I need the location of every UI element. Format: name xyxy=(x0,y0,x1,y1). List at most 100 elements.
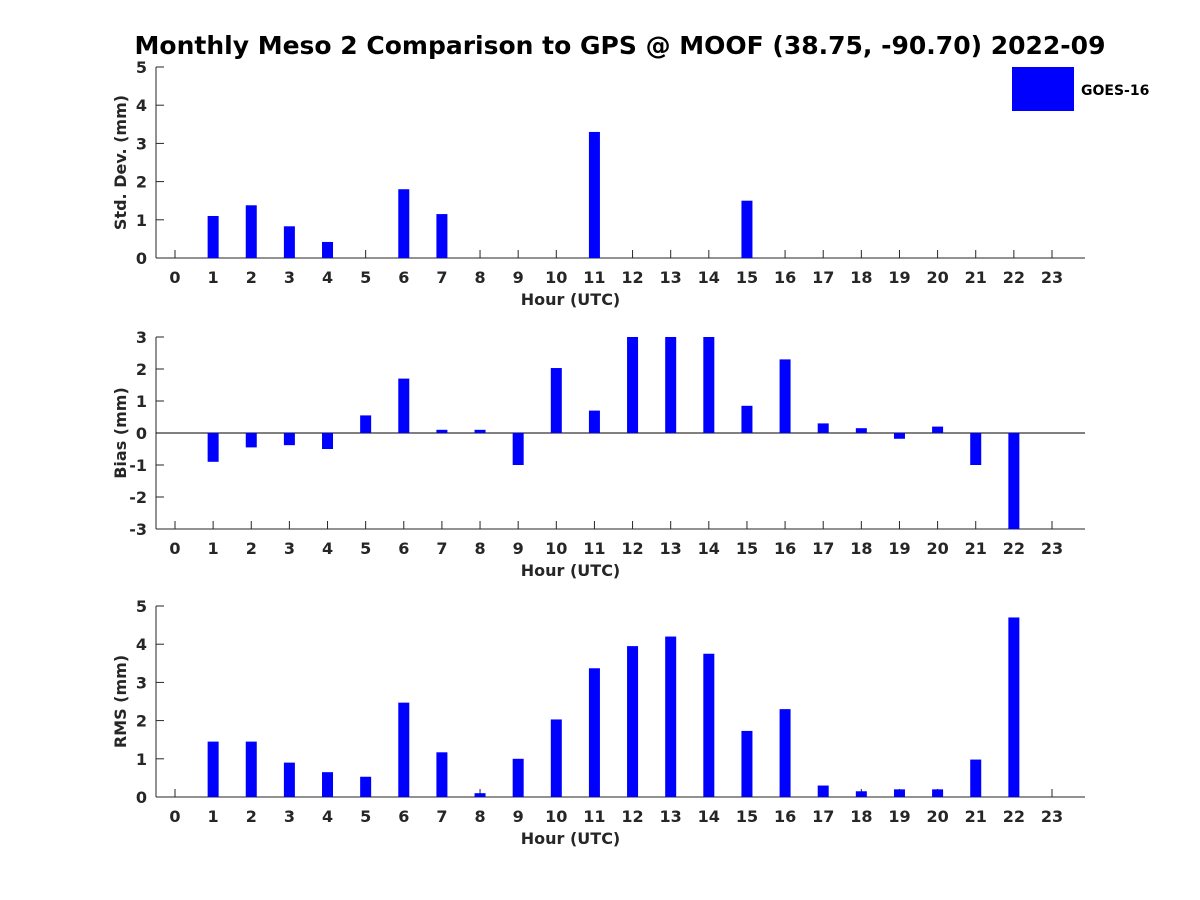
x-tick-label: 23 xyxy=(1041,807,1063,826)
y-tick-label: 0 xyxy=(136,788,147,807)
y-tick-label: 3 xyxy=(136,328,147,347)
bar-hour-20 xyxy=(932,789,944,797)
bar-hour-17 xyxy=(817,423,829,433)
bar-hour-11 xyxy=(588,410,600,433)
x-tick-label: 20 xyxy=(926,268,948,287)
bar-hour-13 xyxy=(665,636,677,797)
bar-hour-1 xyxy=(207,741,219,797)
y-tick-label: 3 xyxy=(136,134,147,153)
bar-hour-19 xyxy=(893,789,905,797)
x-tick-label: 23 xyxy=(1041,539,1063,558)
bar-hour-4 xyxy=(322,772,334,797)
x-tick-label: 1 xyxy=(208,539,219,558)
x-axis-label: Hour (UTC) xyxy=(521,290,621,309)
x-tick-label: 7 xyxy=(436,539,447,558)
bar-hour-22 xyxy=(1008,617,1020,797)
x-tick-label: 10 xyxy=(545,807,567,826)
y-axis-label: Bias (mm) xyxy=(111,387,130,479)
y-tick-label: -2 xyxy=(129,488,147,507)
x-tick-label: 12 xyxy=(621,268,643,287)
y-tick-label: 2 xyxy=(136,712,147,731)
x-tick-label: 12 xyxy=(621,807,643,826)
bar-hour-18 xyxy=(855,428,867,433)
bar-hour-15 xyxy=(741,405,753,433)
x-tick-label: 11 xyxy=(583,268,605,287)
x-tick-label: 10 xyxy=(545,268,567,287)
bar-hour-21 xyxy=(970,759,982,797)
bar-hour-11 xyxy=(588,131,600,258)
bar-hour-8 xyxy=(474,429,486,433)
x-tick-label: 18 xyxy=(850,268,872,287)
x-tick-label: 9 xyxy=(513,807,524,826)
x-tick-label: 13 xyxy=(660,807,682,826)
bar-hour-10 xyxy=(550,719,562,797)
y-tick-label: 0 xyxy=(136,424,147,443)
y-tick-label: 5 xyxy=(136,597,147,616)
x-tick-label: 4 xyxy=(322,807,333,826)
x-tick-label: 19 xyxy=(888,807,910,826)
legend: GOES-16 xyxy=(1012,67,1149,111)
x-axis-label: Hour (UTC) xyxy=(521,561,621,580)
bar-hour-12 xyxy=(627,646,639,797)
bar-hour-16 xyxy=(779,359,791,433)
x-tick-label: 2 xyxy=(246,268,257,287)
bar-hour-17 xyxy=(817,785,829,797)
bar-hour-8 xyxy=(474,793,486,797)
bar-hour-6 xyxy=(398,702,410,797)
x-tick-label: 19 xyxy=(888,539,910,558)
x-tick-label: 20 xyxy=(926,807,948,826)
x-tick-label: 19 xyxy=(888,268,910,287)
x-tick-label: 20 xyxy=(926,539,948,558)
bar-hour-4 xyxy=(322,241,334,258)
bar-hour-13 xyxy=(665,337,677,433)
x-tick-label: 6 xyxy=(398,807,409,826)
bar-hour-15 xyxy=(741,200,753,258)
x-tick-label: 1 xyxy=(208,807,219,826)
bar-hour-14 xyxy=(703,337,715,433)
x-tick-label: 14 xyxy=(698,268,720,287)
bar-hour-3 xyxy=(283,433,295,446)
bar-hour-21 xyxy=(970,433,982,465)
bar-hour-11 xyxy=(588,668,600,797)
x-tick-label: 16 xyxy=(774,539,796,558)
x-tick-label: 8 xyxy=(474,807,485,826)
y-tick-label: 2 xyxy=(136,360,147,379)
chart-title: Monthly Meso 2 Comparison to GPS @ MOOF … xyxy=(135,31,1106,60)
x-tick-label: 7 xyxy=(436,807,447,826)
x-tick-label: 11 xyxy=(583,807,605,826)
bar-hour-7 xyxy=(436,752,448,797)
x-tick-label: 4 xyxy=(322,268,333,287)
x-tick-label: 21 xyxy=(965,268,987,287)
y-tick-label: 1 xyxy=(136,392,147,411)
x-tick-label: 22 xyxy=(1003,807,1025,826)
x-tick-label: 9 xyxy=(513,539,524,558)
x-tick-label: 13 xyxy=(660,539,682,558)
x-tick-label: 0 xyxy=(169,268,180,287)
x-tick-label: 9 xyxy=(513,268,524,287)
bar-hour-7 xyxy=(436,429,448,433)
bar-hour-16 xyxy=(779,709,791,797)
y-tick-label: 4 xyxy=(136,635,147,654)
bar-hour-9 xyxy=(512,758,524,797)
x-tick-label: 15 xyxy=(736,268,758,287)
x-tick-label: 3 xyxy=(284,268,295,287)
bar-hour-19 xyxy=(893,433,905,439)
y-tick-label: 1 xyxy=(136,750,147,769)
x-tick-label: 1 xyxy=(208,268,219,287)
bar-hour-1 xyxy=(207,433,219,462)
x-tick-label: 0 xyxy=(169,807,180,826)
x-tick-label: 6 xyxy=(398,268,409,287)
x-tick-label: 21 xyxy=(965,807,987,826)
x-tick-label: 3 xyxy=(284,539,295,558)
y-tick-label: 0 xyxy=(136,249,147,268)
bar-hour-2 xyxy=(245,205,257,258)
bar-hour-18 xyxy=(855,791,867,797)
x-tick-label: 13 xyxy=(660,268,682,287)
bar-hour-7 xyxy=(436,214,448,258)
x-tick-label: 11 xyxy=(583,539,605,558)
y-axis-label: Std. Dev. (mm) xyxy=(111,95,130,230)
